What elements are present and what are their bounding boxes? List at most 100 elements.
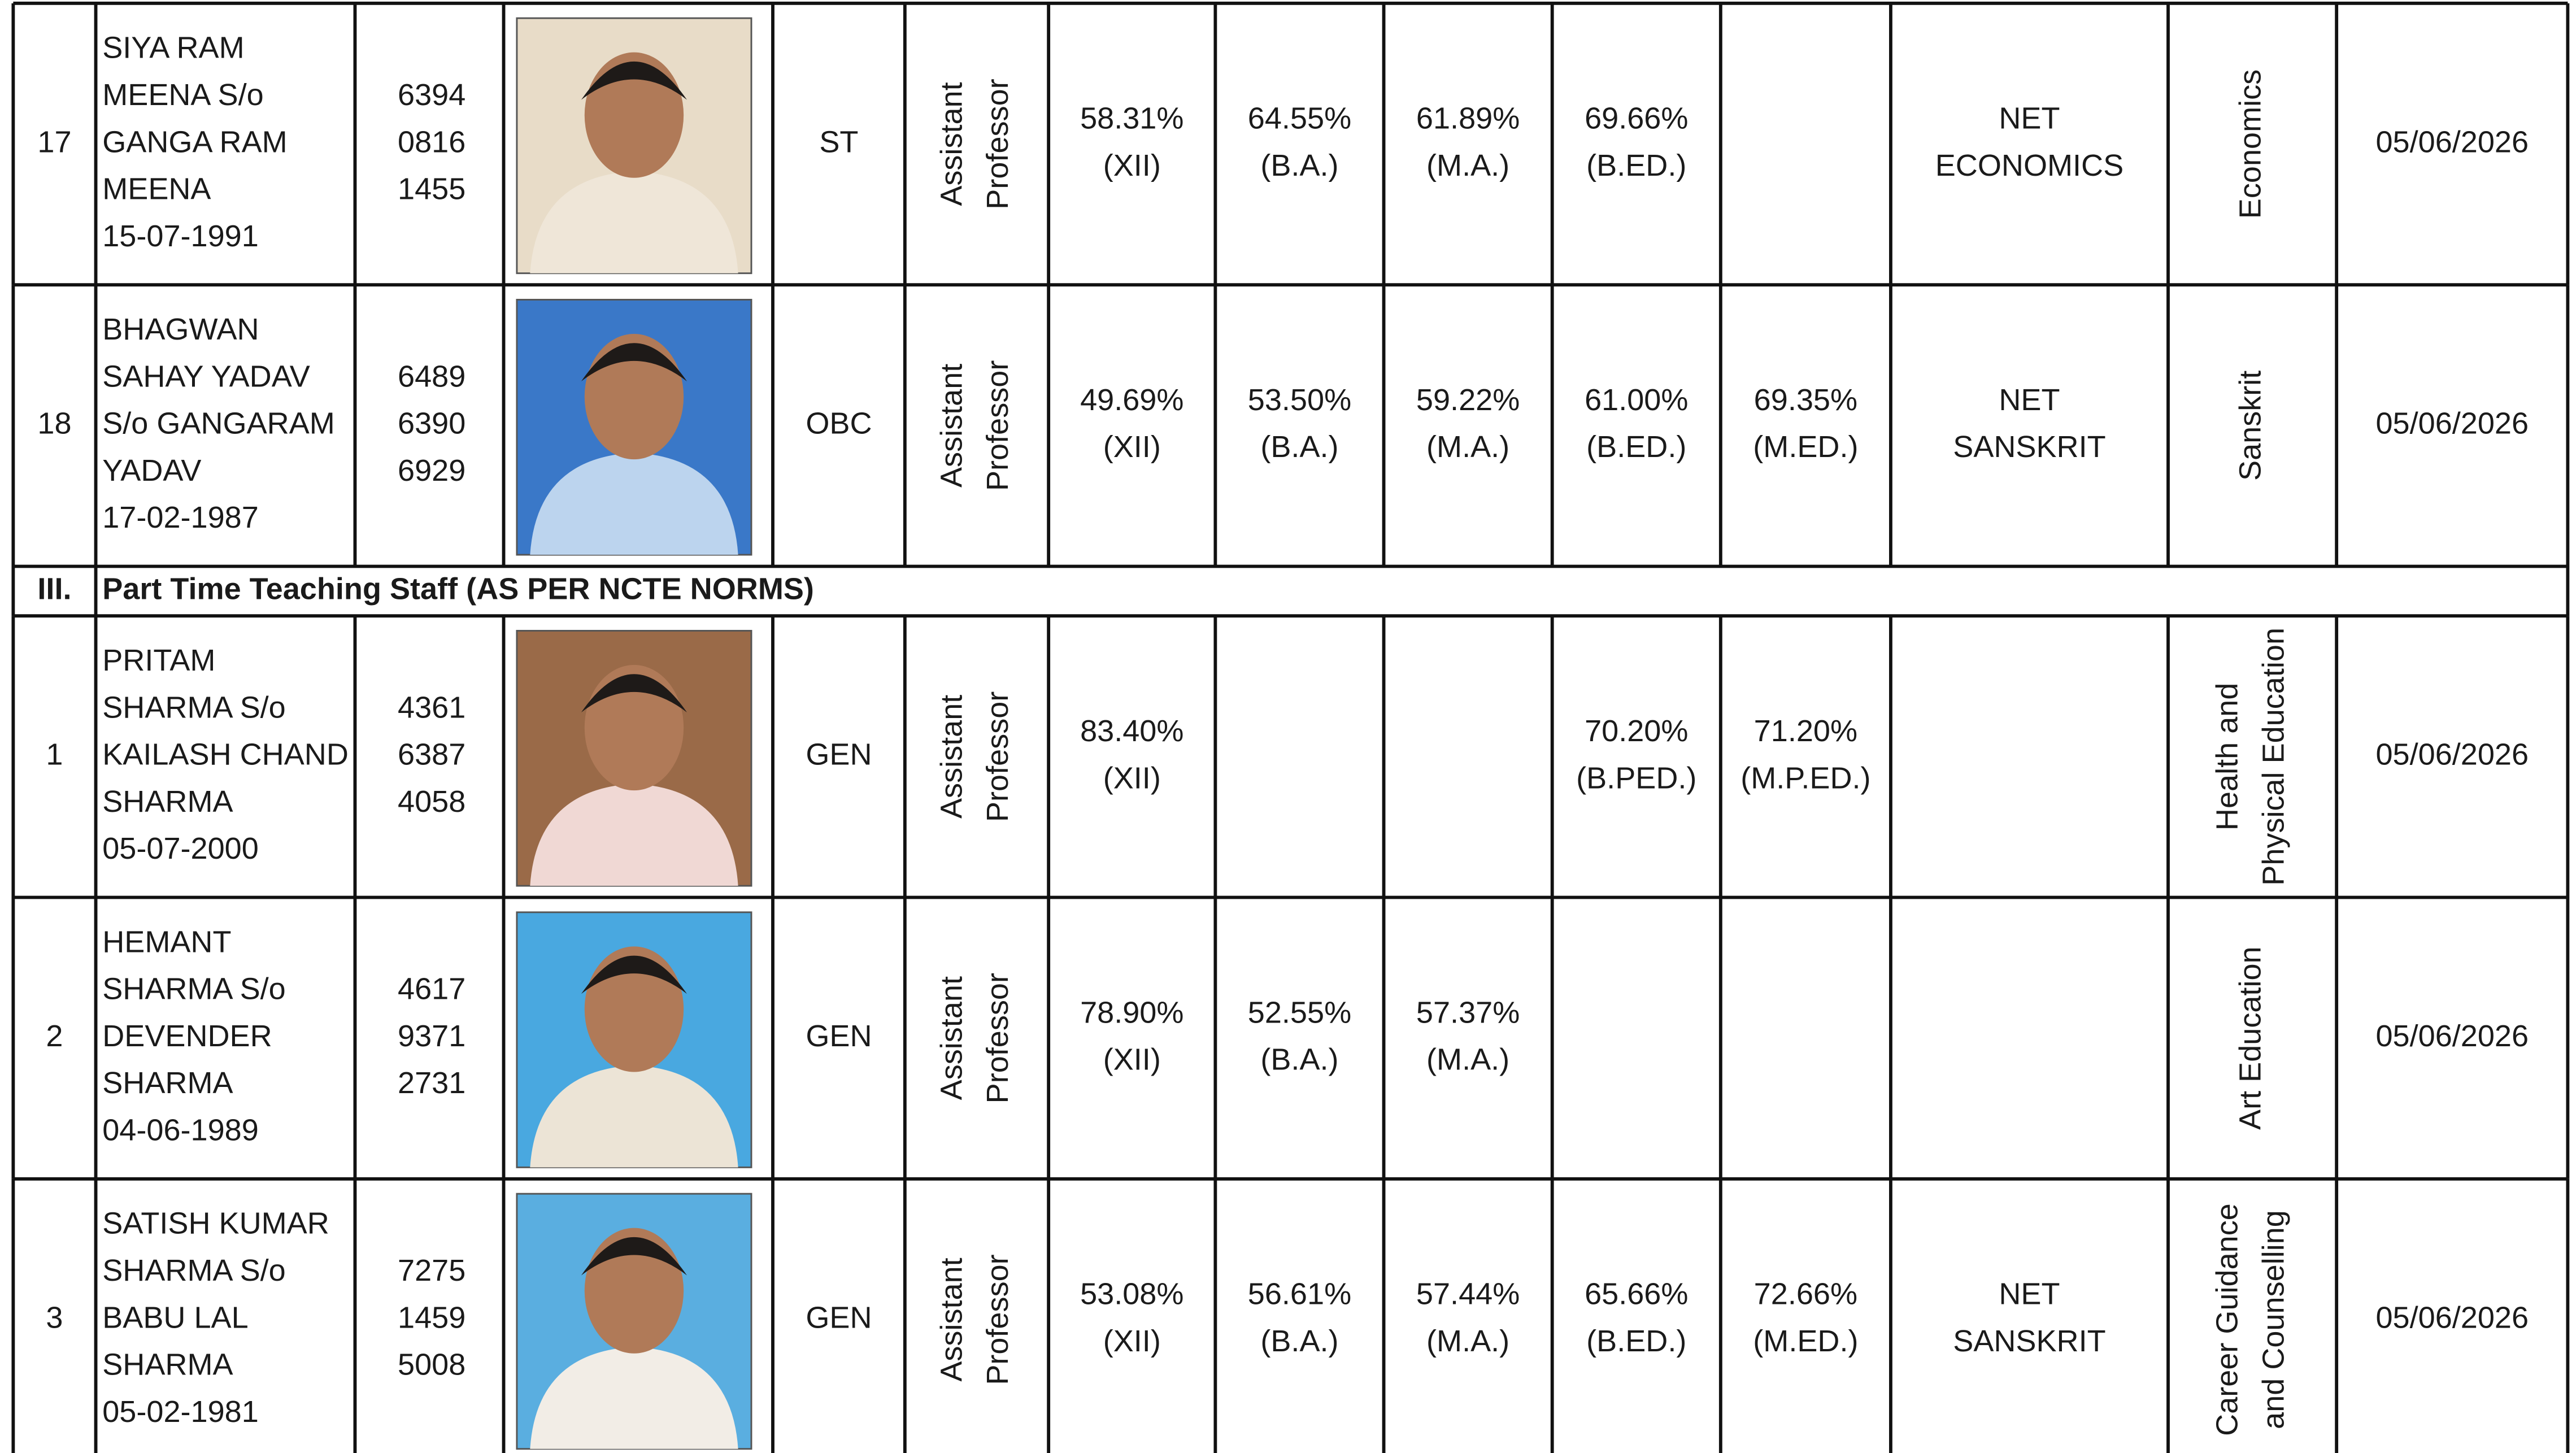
qualification-line: NET xyxy=(1999,102,2060,136)
qualification-line: 70.20% xyxy=(1585,714,1688,748)
qualification-line: (B.A.) xyxy=(1260,430,1338,464)
subject-line: Art Education xyxy=(2233,946,2267,1130)
serial-number: 18 xyxy=(37,407,71,441)
category: ST xyxy=(819,125,858,159)
designation-line: Assistant xyxy=(934,82,968,206)
qualification-line: 71.20% xyxy=(1754,714,1857,748)
designation-line: Professor xyxy=(981,973,1015,1103)
qualification-line: 69.35% xyxy=(1754,383,1857,417)
category: OBC xyxy=(806,407,872,441)
serial-number: 3 xyxy=(46,1300,63,1334)
qualification-line: 64.55% xyxy=(1248,102,1351,136)
section-title: Part Time Teaching Staff (AS PER NCTE NO… xyxy=(102,572,814,606)
name-line: SATISH KUMAR xyxy=(102,1207,329,1241)
phone-line: 4058 xyxy=(398,785,465,819)
phone-line: 6390 xyxy=(398,407,465,441)
name-line: BABU LAL xyxy=(102,1300,248,1334)
qualification-line: (M.ED.) xyxy=(1753,1324,1858,1358)
name-line: DEVENDER xyxy=(102,1019,272,1053)
qualification-line: (XII) xyxy=(1103,1043,1161,1077)
qualification-line: 65.66% xyxy=(1585,1277,1688,1311)
qualification-line: NET xyxy=(1999,1277,2060,1311)
phone-line: 6387 xyxy=(398,738,465,772)
name-line: SHARMA xyxy=(102,1066,233,1100)
qualification-line: 78.90% xyxy=(1080,995,1183,1029)
date: 05/06/2026 xyxy=(2375,738,2529,772)
name-line: 15-07-1991 xyxy=(102,219,259,253)
subject-line: Health and xyxy=(2210,683,2244,830)
serial-number: 17 xyxy=(37,125,71,159)
serial-number: 2 xyxy=(46,1019,63,1053)
name-line: GANGA RAM xyxy=(102,125,287,159)
name-line: MEENA xyxy=(102,172,211,206)
name-line: 17-02-1987 xyxy=(102,501,259,534)
name-line: SIYA RAM xyxy=(102,31,244,65)
name-line: HEMANT xyxy=(102,925,231,959)
qualification-line: (XII) xyxy=(1103,1324,1161,1358)
name-line: BHAGWAN xyxy=(102,312,259,346)
date: 05/06/2026 xyxy=(2375,1019,2529,1053)
subject-line: Career Guidance xyxy=(2210,1203,2244,1436)
qualification-line: (XII) xyxy=(1103,761,1161,795)
qualification-line: (M.A.) xyxy=(1426,149,1509,182)
designation-line: Professor xyxy=(981,691,1015,822)
name-line: SAHAY YADAV xyxy=(102,359,310,393)
category: GEN xyxy=(806,1300,872,1334)
name-line: SHARMA S/o xyxy=(102,972,286,1006)
category: GEN xyxy=(806,738,872,772)
name-line: S/o GANGARAM xyxy=(102,407,335,441)
qualification-line: 53.08% xyxy=(1080,1277,1183,1311)
phone-line: 4361 xyxy=(398,690,465,724)
designation-line: Professor xyxy=(981,360,1015,491)
phone-line: 5008 xyxy=(398,1348,465,1382)
designation-line: Assistant xyxy=(934,1258,968,1381)
phone-line: 6489 xyxy=(398,359,465,393)
qualification-line: (XII) xyxy=(1103,149,1161,182)
phone-line: 6394 xyxy=(398,78,465,112)
phone-line: 4617 xyxy=(398,972,465,1006)
qualification-line: (B.ED.) xyxy=(1586,149,1686,182)
name-line: SHARMA S/o xyxy=(102,1254,286,1287)
name-line: PRITAM xyxy=(102,643,215,677)
qualification-line: 49.69% xyxy=(1080,383,1183,417)
qualification-line: (B.A.) xyxy=(1260,149,1338,182)
subject-line: Sanskrit xyxy=(2233,371,2267,481)
qualification-line: (B.ED.) xyxy=(1586,1324,1686,1358)
qualification-line: 52.55% xyxy=(1248,995,1351,1029)
designation-line: Assistant xyxy=(934,695,968,819)
phone-line: 0816 xyxy=(398,125,465,159)
designation-line: Assistant xyxy=(934,364,968,488)
qualification-line: (M.P.ED.) xyxy=(1740,761,1870,795)
designation-line: Professor xyxy=(981,79,1015,209)
name-line: SHARMA xyxy=(102,1348,233,1382)
phone-line: 6929 xyxy=(398,454,465,488)
qualification-line: 57.44% xyxy=(1416,1277,1520,1311)
date: 05/06/2026 xyxy=(2375,1300,2529,1334)
qualification-line: 58.31% xyxy=(1080,102,1183,136)
qualification-line: SANSKRIT xyxy=(1953,430,2105,464)
qualification-line: (M.A.) xyxy=(1426,430,1509,464)
qualification-line: (B.ED.) xyxy=(1586,430,1686,464)
subject-line: and Counselling xyxy=(2256,1210,2290,1429)
qualification-line: NET xyxy=(1999,383,2060,417)
paper xyxy=(0,0,2576,1453)
qualification-line: (XII) xyxy=(1103,430,1161,464)
qualification-line: 83.40% xyxy=(1080,714,1183,748)
name-line: YADAV xyxy=(102,454,201,488)
qualification-line: 61.89% xyxy=(1416,102,1520,136)
qualification-line: (M.ED.) xyxy=(1753,430,1858,464)
phone-line: 7275 xyxy=(398,1254,465,1287)
phone-line: 9371 xyxy=(398,1019,465,1053)
qualification-line: 53.50% xyxy=(1248,383,1351,417)
subject-line: Economics xyxy=(2233,69,2267,219)
name-line: SHARMA xyxy=(102,785,233,819)
name-line: KAILASH CHAND xyxy=(102,738,349,772)
qualification-line: 72.66% xyxy=(1754,1277,1857,1311)
date: 05/06/2026 xyxy=(2375,125,2529,159)
phone-line: 1455 xyxy=(398,172,465,206)
category: GEN xyxy=(806,1019,872,1053)
qualification-line: 59.22% xyxy=(1416,383,1520,417)
phone-line: 2731 xyxy=(398,1066,465,1100)
designation-line: Assistant xyxy=(934,976,968,1100)
qualification-line: (M.A.) xyxy=(1426,1324,1509,1358)
